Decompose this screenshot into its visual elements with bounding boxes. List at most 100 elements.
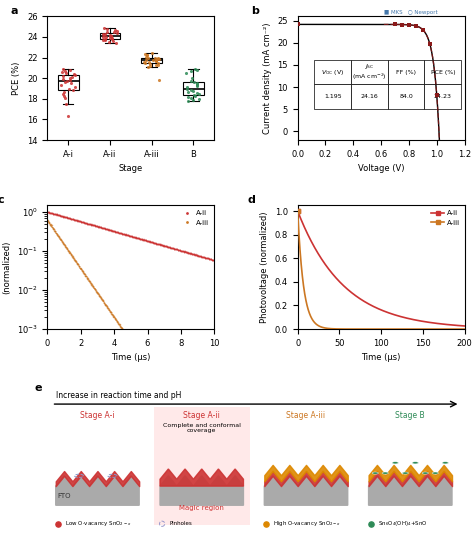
Point: [100, 224, 108, 233]
Point: [121, 230, 129, 239]
Point: [46, 221, 54, 229]
Point: [93, 222, 101, 231]
Point: [208, 255, 216, 264]
Point: [156, 240, 164, 249]
Point: [104, 225, 112, 234]
Point: [112, 228, 119, 236]
Point: [161, 241, 168, 250]
Point: [103, 225, 111, 234]
Point: [93, 222, 101, 231]
Point: [190, 337, 197, 345]
Text: Stage B: Stage B: [395, 411, 425, 420]
Point: [96, 292, 103, 300]
Point: [153, 239, 160, 248]
Point: [107, 307, 115, 316]
Point: [85, 220, 93, 228]
Point: [202, 254, 210, 262]
Point: [209, 255, 216, 264]
Point: [91, 285, 99, 294]
Point: [163, 337, 170, 345]
Point: [158, 241, 166, 250]
Point: [51, 226, 58, 235]
Point: [100, 224, 107, 233]
Point: [63, 100, 70, 108]
Point: [193, 337, 201, 345]
Point: [172, 337, 180, 345]
Point: [147, 238, 155, 247]
Point: [63, 213, 70, 222]
Point: [59, 72, 67, 80]
Point: [79, 267, 86, 276]
Point: [191, 337, 199, 345]
Point: [108, 226, 115, 235]
Point: [135, 234, 142, 242]
Point: [193, 251, 201, 260]
Point: [126, 231, 133, 240]
Point: [124, 333, 132, 342]
Point: [94, 222, 102, 231]
Point: [96, 292, 103, 301]
Point: [127, 231, 134, 240]
Point: [201, 253, 209, 262]
Point: [195, 337, 203, 345]
Point: [210, 337, 218, 345]
Circle shape: [402, 472, 409, 474]
Point: [182, 248, 190, 256]
Point: [203, 337, 210, 345]
Point: [172, 337, 179, 345]
Point: [73, 216, 80, 225]
Point: [49, 209, 57, 218]
Point: [119, 326, 127, 334]
Point: [141, 337, 149, 345]
Point: [91, 285, 99, 293]
Point: [135, 337, 143, 345]
Point: [179, 247, 186, 255]
Point: [134, 234, 141, 242]
Point: [185, 337, 192, 345]
Point: [109, 312, 117, 321]
Point: [193, 82, 201, 91]
Point: [188, 337, 196, 345]
Point: [83, 219, 91, 228]
Point: [193, 251, 201, 260]
Point: [184, 87, 191, 96]
Point: [191, 337, 198, 345]
Point: [58, 237, 66, 246]
Point: [143, 337, 150, 345]
Point: [109, 35, 116, 43]
Point: [128, 337, 135, 345]
Point: [66, 248, 73, 257]
Point: [160, 241, 167, 250]
Point: [138, 337, 146, 345]
Point: [154, 337, 162, 345]
Polygon shape: [160, 469, 244, 486]
Circle shape: [392, 462, 399, 464]
Point: [146, 337, 154, 345]
Point: [136, 337, 144, 345]
Point: [54, 519, 62, 528]
Point: [70, 254, 77, 262]
Point: [165, 243, 173, 251]
Point: [181, 247, 189, 256]
Point: [106, 226, 114, 235]
X-axis label: Stage: Stage: [118, 164, 143, 173]
Point: [102, 300, 109, 309]
Point: [53, 230, 61, 238]
Point: [105, 225, 113, 234]
Point: [73, 216, 81, 225]
Point: [94, 289, 101, 298]
Point: [164, 337, 172, 345]
Point: [65, 247, 73, 255]
Point: [171, 337, 179, 345]
Point: [90, 283, 98, 292]
Point: [133, 234, 140, 242]
Point: [86, 277, 93, 286]
Polygon shape: [160, 476, 244, 505]
Point: [48, 221, 55, 230]
Point: [160, 242, 168, 250]
Point: [146, 337, 154, 345]
Point: [157, 337, 164, 345]
Point: [206, 337, 214, 345]
Point: [82, 272, 89, 280]
Point: [209, 337, 217, 345]
